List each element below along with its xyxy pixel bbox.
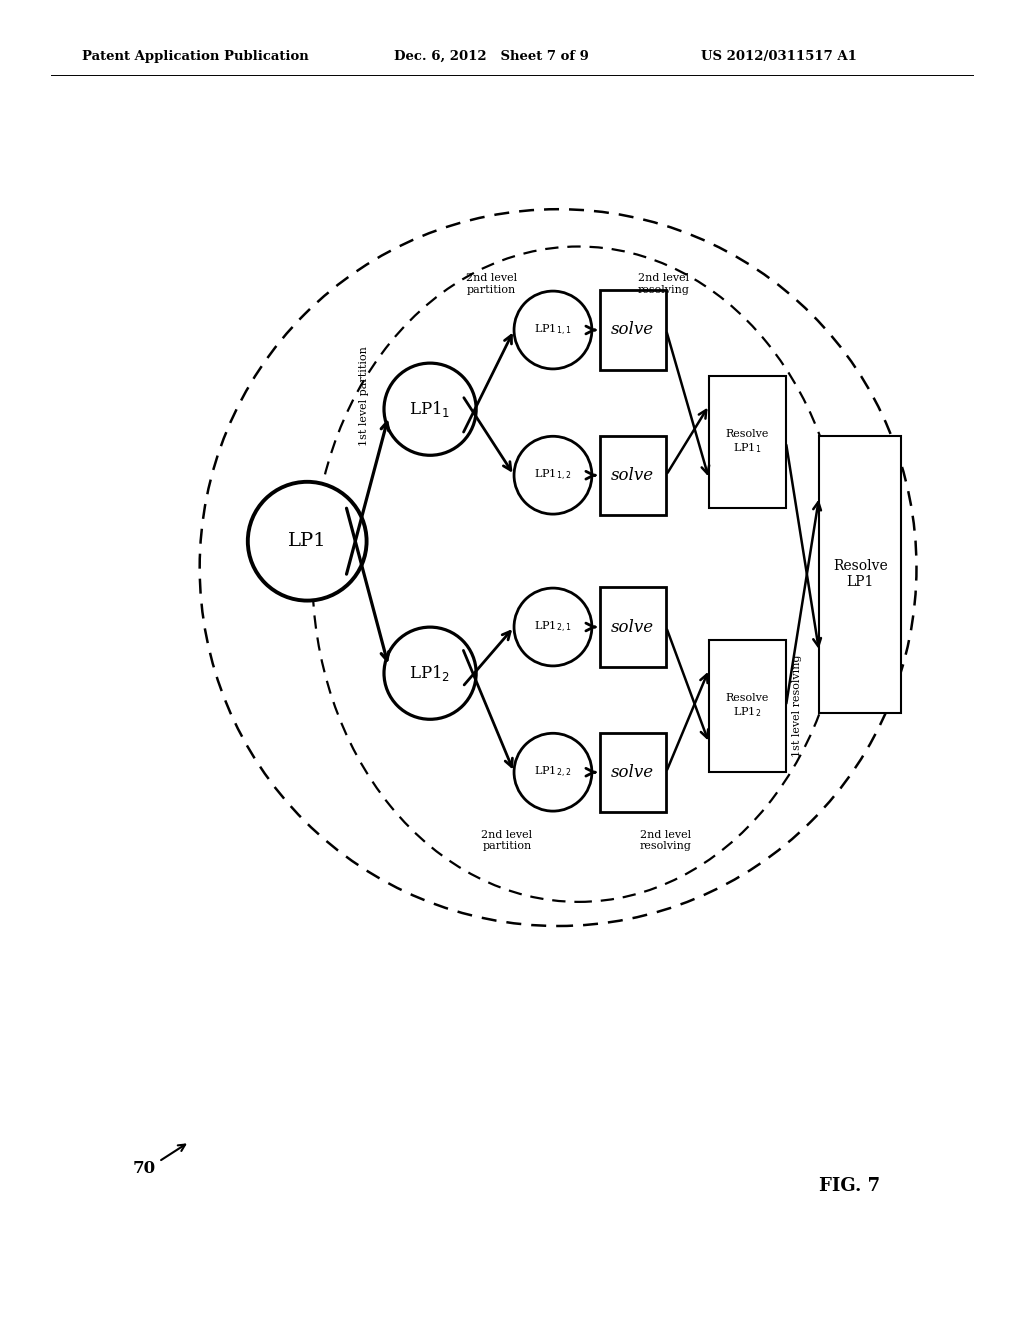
Ellipse shape [384, 363, 476, 455]
Ellipse shape [514, 589, 592, 665]
Text: Dec. 6, 2012   Sheet 7 of 9: Dec. 6, 2012 Sheet 7 of 9 [394, 50, 589, 63]
Text: Resolve
LP1: Resolve LP1 [833, 560, 888, 589]
Ellipse shape [514, 292, 592, 368]
Text: US 2012/0311517 A1: US 2012/0311517 A1 [701, 50, 857, 63]
Text: LP1: LP1 [288, 532, 327, 550]
Text: solve: solve [611, 322, 654, 338]
Ellipse shape [514, 437, 592, 513]
Bar [600, 733, 667, 812]
Text: LP1$_{1,2}$: LP1$_{1,2}$ [535, 467, 571, 483]
Bar [600, 587, 667, 667]
Text: LP1$_2$: LP1$_2$ [410, 663, 451, 684]
Text: LP1$_{2,2}$: LP1$_{2,2}$ [535, 764, 571, 780]
Text: LP1$_{1,1}$: LP1$_{1,1}$ [535, 322, 571, 338]
Text: 2nd level
partition: 2nd level partition [481, 830, 532, 851]
Bar [709, 640, 786, 772]
Ellipse shape [384, 627, 476, 719]
Text: solve: solve [611, 467, 654, 483]
Ellipse shape [248, 482, 367, 601]
Bar [819, 436, 901, 713]
Text: solve: solve [611, 619, 654, 635]
Text: solve: solve [611, 764, 654, 780]
Bar [709, 376, 786, 508]
Text: 70: 70 [133, 1160, 157, 1176]
Text: Resolve
LP1$_1$: Resolve LP1$_1$ [726, 429, 769, 455]
Text: LP1$_{2,1}$: LP1$_{2,1}$ [535, 619, 571, 635]
Text: FIG. 7: FIG. 7 [819, 1177, 881, 1196]
Text: Patent Application Publication: Patent Application Publication [82, 50, 308, 63]
Text: Resolve
LP1$_2$: Resolve LP1$_2$ [726, 693, 769, 719]
Text: 2nd level
partition: 2nd level partition [466, 273, 517, 294]
Bar [600, 436, 667, 515]
Ellipse shape [514, 734, 592, 810]
Text: 2nd level
resolving: 2nd level resolving [638, 273, 689, 294]
Bar [600, 290, 667, 370]
Text: 1st level resolving: 1st level resolving [792, 655, 802, 758]
Text: LP1$_1$: LP1$_1$ [410, 399, 451, 420]
Text: 1st level partition: 1st level partition [358, 346, 369, 446]
Text: 2nd level
resolving: 2nd level resolving [640, 830, 691, 851]
